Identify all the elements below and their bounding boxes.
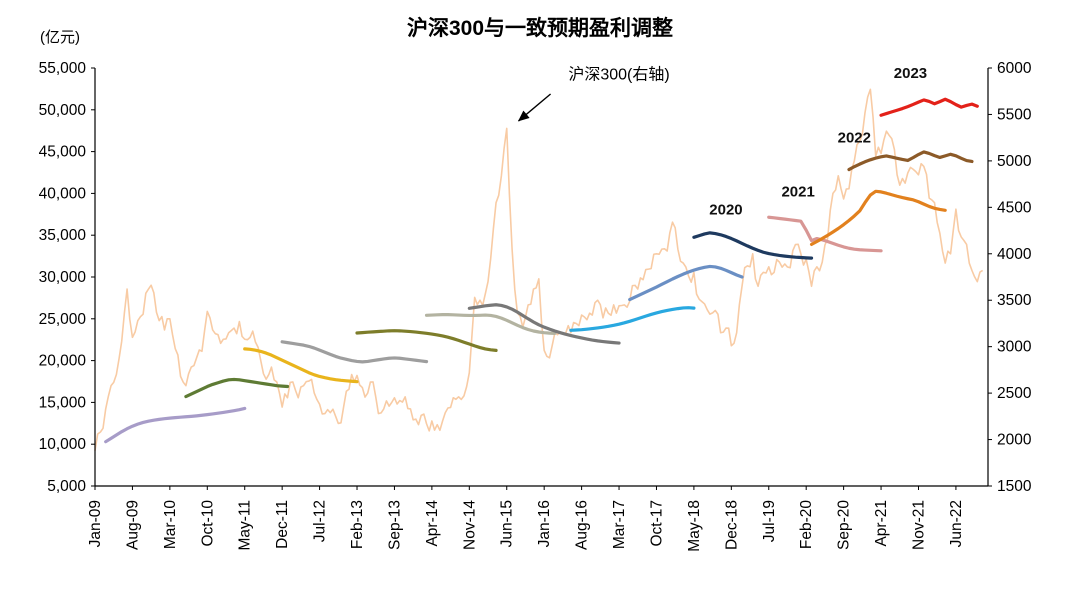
annotation-arrow: [517, 93, 552, 122]
left-axis-tick-label: 20,000: [39, 353, 87, 370]
x-axis-tick-label: Apr-21: [873, 500, 890, 547]
left-axis-tick-label: 35,000: [39, 227, 87, 244]
year-label-2020: 2020: [709, 201, 742, 218]
x-axis-tick-label: Feb-20: [798, 500, 815, 549]
forecast-line-2020: [767, 215, 883, 253]
forecast-line-2018: [628, 264, 744, 302]
forecast-line-2023: [879, 97, 979, 117]
x-axis-tick-label: Mar-17: [611, 500, 628, 549]
left-axis-tick-label: 30,000: [39, 269, 87, 286]
right-axis-tick-label: 4000: [997, 246, 1032, 263]
year-label-2023: 2023: [894, 65, 927, 82]
left-axis-tick-label: 5,000: [47, 478, 86, 495]
x-axis-tick-label: Dec-11: [274, 500, 291, 549]
csi300-line: [94, 88, 984, 451]
x-axis-tick-label: Jul-19: [761, 500, 778, 542]
x-axis-tick-label: Oct-10: [199, 500, 216, 547]
left-axis-tick-label: 45,000: [39, 144, 87, 161]
x-axis-tick-label: Jun-15: [499, 500, 516, 547]
year-label-2021: 2021: [781, 184, 814, 201]
forecast-line-2014: [355, 329, 498, 353]
x-axis-tick-label: Oct-17: [648, 500, 665, 547]
csi300-annotation-label: 沪深300(右轴): [568, 66, 669, 84]
forecast-line-2012: [243, 347, 359, 384]
forecast-line-2013: [280, 340, 429, 364]
right-axis-tick-label: 3500: [997, 292, 1032, 309]
left-axis-tick-label: 15,000: [39, 394, 87, 411]
x-axis-tick-label: Jul-12: [312, 500, 329, 542]
forecast-line-2017: [569, 306, 696, 332]
forecast-line-2021: [809, 189, 947, 246]
forecast-line-2019: [692, 231, 814, 260]
right-axis-tick-label: 3000: [997, 339, 1032, 356]
x-axis-tick-label: Nov-14: [461, 500, 478, 550]
chart-title: 沪深300与一致预期盈利调整: [406, 17, 674, 40]
x-axis-tick-label: Sep-13: [386, 500, 403, 550]
left-axis-tick-label: 10,000: [39, 436, 87, 453]
forecast-line-2022: [847, 150, 974, 172]
left-axis-tick-label: 55,000: [39, 60, 87, 77]
right-axis-tick-label: 5000: [997, 153, 1032, 170]
right-axis-tick-label: 5500: [997, 106, 1032, 123]
x-axis-tick-label: Jan-16: [536, 500, 553, 547]
right-axis-tick-label: 1500: [997, 478, 1032, 495]
x-axis-tick-label: Apr-14: [424, 500, 441, 547]
x-axis-tick-label: Jun-22: [948, 500, 965, 547]
x-axis-tick-label: Feb-13: [349, 500, 366, 549]
x-axis-tick-label: Sep-20: [836, 500, 853, 550]
forecast-line-2010: [104, 406, 247, 444]
x-axis-tick-label: Mar-10: [162, 500, 179, 549]
left-axis-tick-label: 25,000: [39, 311, 87, 328]
x-axis-tick-label: May-11: [237, 500, 254, 551]
forecast-line-2016: [467, 303, 621, 345]
right-axis-tick-label: 6000: [997, 60, 1032, 77]
x-axis-tick-label: Jan-09: [87, 500, 104, 547]
x-axis-tick-label: Aug-16: [574, 500, 591, 550]
forecast-line-2015: [424, 313, 557, 335]
right-axis-tick-label: 2500: [997, 385, 1032, 402]
left-axis-tick-label: 40,000: [39, 185, 87, 202]
x-axis-tick-label: Aug-09: [124, 500, 141, 550]
forecast-line-2011: [184, 377, 290, 399]
x-axis-tick-label: Dec-18: [723, 500, 740, 550]
year-label-2022: 2022: [838, 129, 871, 146]
left-axis-unit-label: (亿元): [40, 29, 80, 46]
x-axis-tick-label: May-18: [686, 500, 703, 552]
x-axis-tick-label: Nov-21: [910, 500, 927, 550]
right-axis-tick-label: 2000: [997, 432, 1032, 449]
right-axis-tick-label: 4500: [997, 199, 1032, 216]
left-axis-tick-label: 50,000: [39, 102, 87, 119]
